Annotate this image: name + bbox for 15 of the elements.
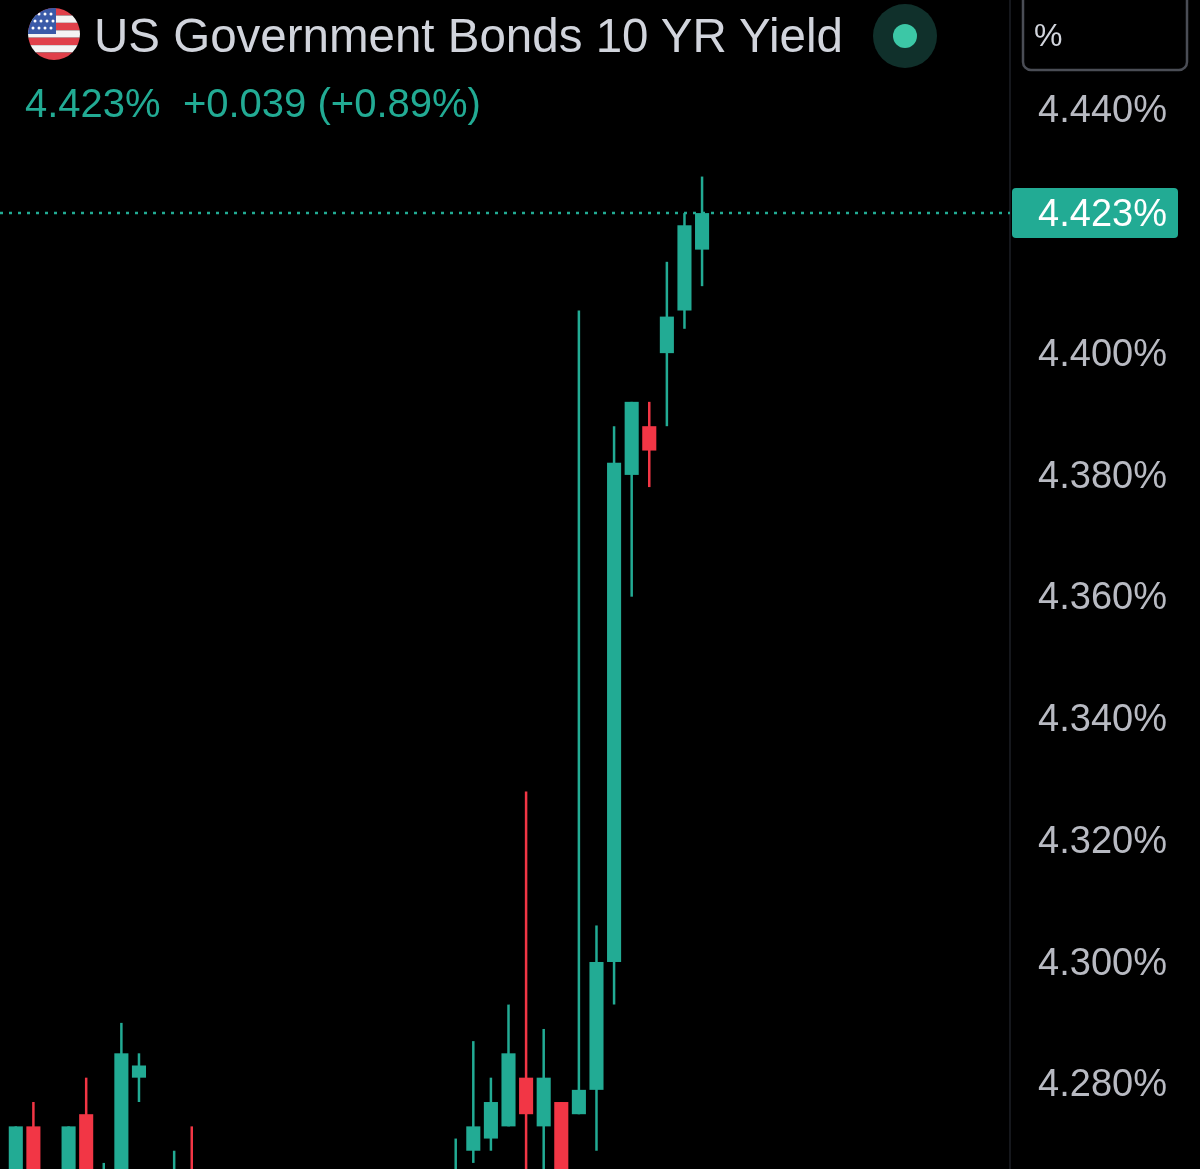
y-tick-label: 4.380%: [1038, 453, 1167, 496]
y-tick-label: 4.300%: [1038, 940, 1167, 983]
chart-title: US Government Bonds 10 YR Yield: [94, 9, 843, 62]
text: %: [1034, 17, 1063, 53]
ref-line-label: 4.423%: [1038, 192, 1167, 235]
y-tick-label: 4.440%: [1038, 88, 1167, 131]
candlestick: [131, 1052, 147, 1104]
y-tick-label: 4.360%: [1038, 575, 1167, 618]
candlestick: [519, 790, 534, 1169]
text: 4.423% +0.039 (+0.89%): [25, 81, 481, 125]
y-tick-label: 4.280%: [1038, 1062, 1167, 1105]
y-tick-label: 4.400%: [1038, 331, 1167, 374]
y-tick-label: 4.320%: [1038, 818, 1167, 861]
y-tick-label: 4.340%: [1038, 697, 1167, 740]
candlestick: [571, 309, 586, 1116]
